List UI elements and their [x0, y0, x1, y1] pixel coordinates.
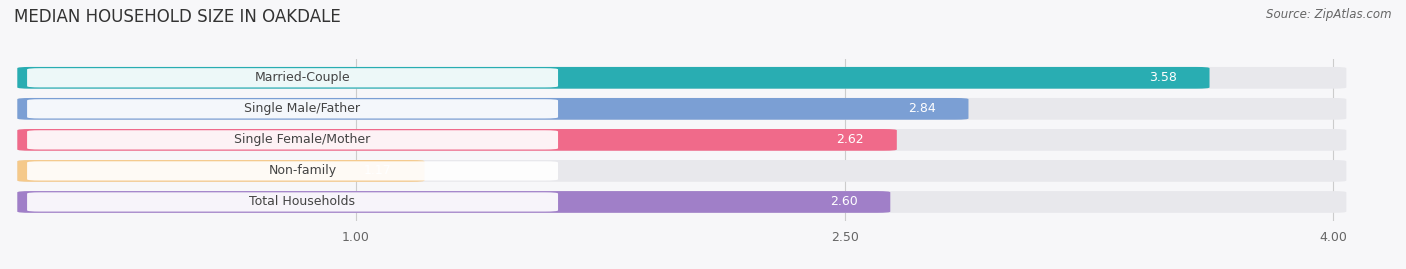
FancyBboxPatch shape	[27, 99, 558, 118]
Text: Non-family: Non-family	[269, 164, 336, 178]
FancyBboxPatch shape	[17, 191, 890, 213]
FancyBboxPatch shape	[17, 129, 1347, 151]
FancyBboxPatch shape	[27, 130, 558, 150]
Text: Total Households: Total Households	[249, 196, 356, 208]
Text: 2.60: 2.60	[830, 196, 858, 208]
Text: Source: ZipAtlas.com: Source: ZipAtlas.com	[1267, 8, 1392, 21]
FancyBboxPatch shape	[17, 67, 1347, 89]
Text: 2.84: 2.84	[908, 102, 936, 115]
Text: 1.17: 1.17	[364, 164, 392, 178]
FancyBboxPatch shape	[17, 160, 425, 182]
FancyBboxPatch shape	[17, 191, 1347, 213]
Text: Single Male/Father: Single Male/Father	[245, 102, 360, 115]
Text: Single Female/Mother: Single Female/Mother	[235, 133, 370, 146]
Text: MEDIAN HOUSEHOLD SIZE IN OAKDALE: MEDIAN HOUSEHOLD SIZE IN OAKDALE	[14, 8, 340, 26]
FancyBboxPatch shape	[27, 192, 558, 212]
Text: 2.62: 2.62	[837, 133, 865, 146]
FancyBboxPatch shape	[17, 98, 969, 120]
FancyBboxPatch shape	[27, 68, 558, 87]
FancyBboxPatch shape	[17, 160, 1347, 182]
FancyBboxPatch shape	[27, 161, 558, 180]
Text: 3.58: 3.58	[1149, 71, 1177, 84]
FancyBboxPatch shape	[17, 129, 897, 151]
Text: Married-Couple: Married-Couple	[254, 71, 350, 84]
FancyBboxPatch shape	[17, 98, 1347, 120]
FancyBboxPatch shape	[17, 67, 1209, 89]
